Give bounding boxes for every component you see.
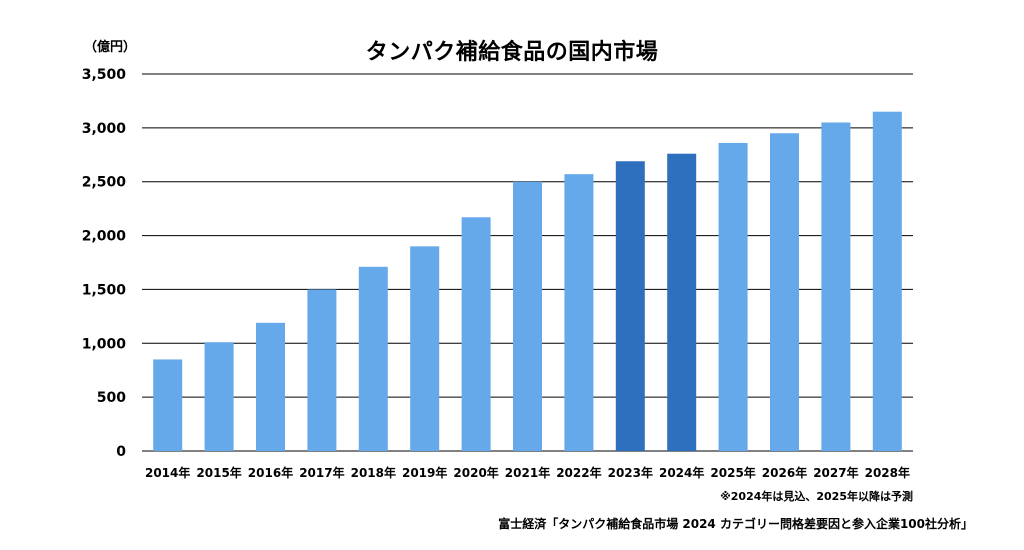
x-axis-ticks: 2014年 2015年 2016年 2017年 2018年 2019年 2020年 2021年…: [145, 465, 910, 480]
y-tick-label: 500: [97, 390, 126, 406]
bar-2014年: [153, 359, 183, 451]
bar-2023年: [615, 161, 645, 451]
x-tick-label: 2015年: [196, 465, 241, 480]
bar-2025年: [718, 142, 748, 452]
bar-2018年: [358, 266, 388, 451]
x-tick-label: 2019年: [402, 465, 447, 480]
x-tick-label: 2024年: [659, 465, 704, 480]
bar-2015年: [204, 342, 234, 451]
y-tick-label: 0: [116, 444, 126, 460]
bar-2022年: [564, 174, 594, 451]
x-tick-label: 2023年: [608, 465, 653, 480]
bar-2027年: [821, 122, 851, 451]
x-tick-label: 2014年: [145, 465, 190, 480]
y-tick-label: 2,500: [82, 175, 127, 191]
bar-2021年: [513, 181, 542, 451]
y-axis-ticks: 0 500 1,000 1,500 2,000 2,500 3,000 3,500: [82, 67, 127, 460]
forecast-note: ※2024年は見込、2025年以降は予測: [720, 490, 913, 503]
y-axis-unit-label: （億円）: [84, 40, 137, 55]
bar-2026年: [770, 133, 799, 451]
bar-2019年: [410, 246, 440, 451]
y-tick-label: 1,000: [82, 336, 127, 352]
x-tick-label: 2020年: [453, 465, 498, 480]
x-tick-label: 2021年: [505, 465, 550, 480]
bar-2016年: [256, 322, 285, 451]
y-tick-label: 1,500: [82, 282, 127, 298]
x-tick-label: 2028年: [865, 465, 910, 480]
x-tick-label: 2016年: [248, 465, 293, 480]
x-tick-label: 2025年: [710, 465, 755, 480]
x-tick-label: 2022年: [556, 465, 601, 480]
bar-2017年: [307, 289, 337, 451]
y-tick-label: 3,500: [82, 67, 127, 83]
x-tick-label: 2018年: [351, 465, 396, 480]
bar-2024年: [667, 153, 697, 452]
x-tick-label: 2026年: [762, 465, 807, 480]
bar-2020年: [461, 217, 491, 451]
y-tick-label: 2,000: [82, 229, 127, 245]
x-tick-label: 2017年: [299, 465, 344, 480]
bars: [153, 111, 902, 452]
y-tick-label: 3,000: [82, 121, 127, 137]
chart-title: タンパク補給食品の国内市場: [365, 40, 659, 65]
bar-2028年: [872, 111, 902, 451]
x-tick-label: 2027年: [813, 465, 858, 480]
source-citation: 富士経済「タンパク補給食品市場 2024 カテゴリー問格差要因と参入企業100社…: [498, 517, 973, 531]
